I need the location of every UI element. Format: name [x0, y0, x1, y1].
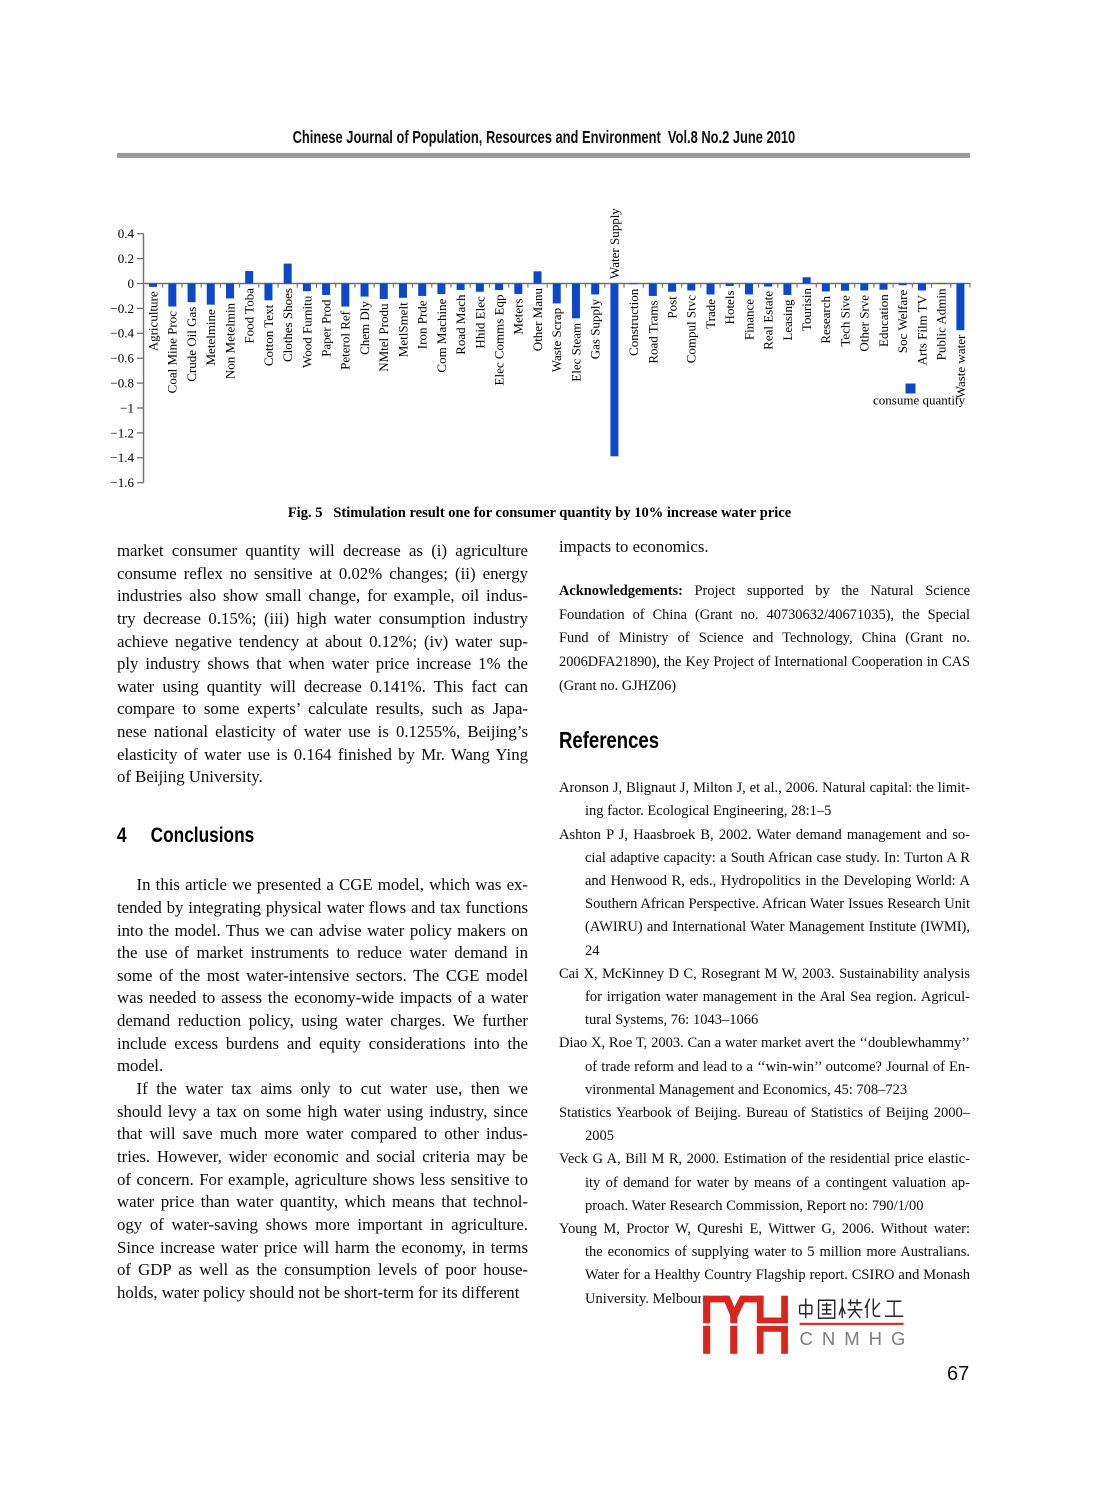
svg-text:Cotton Text: Cotton Text: [261, 304, 276, 366]
svg-text:Education: Education: [876, 294, 891, 347]
svg-text:Peterol Ref: Peterol Ref: [338, 310, 353, 370]
svg-text:Post: Post: [664, 296, 679, 319]
svg-text:Non Metelmin: Non Metelmin: [222, 302, 237, 379]
svg-text:−0.8: −0.8: [110, 376, 134, 391]
svg-text:Waste Scrap: Waste Scrap: [549, 308, 564, 372]
svg-text:Metelmine: Metelmine: [203, 309, 218, 366]
svg-text:Elec Comms Eqp: Elec Comms Eqp: [491, 294, 506, 385]
svg-text:−1: −1: [120, 400, 134, 415]
svg-text:Hhid Elec: Hhid Elec: [472, 296, 487, 349]
svg-text:Water Supply: Water Supply: [607, 208, 622, 279]
svg-text:Research: Research: [818, 295, 833, 343]
svg-text:Real Estate: Real Estate: [761, 291, 776, 350]
svg-text:Tech Sive: Tech Sive: [837, 295, 852, 347]
svg-text:CNMHG: CNMHG: [800, 1328, 915, 1349]
svg-text:Construction: Construction: [626, 288, 641, 356]
svg-text:Hotels: Hotels: [722, 290, 737, 324]
svg-text:Leasing: Leasing: [780, 299, 795, 341]
svg-text:Tourisin: Tourisin: [799, 288, 814, 332]
svg-text:Arts Film TV: Arts Film TV: [914, 294, 929, 365]
svg-text:−0.4: −0.4: [110, 326, 134, 341]
svg-text:Chem Dly: Chem Dly: [357, 301, 372, 355]
svg-text:−0.2: −0.2: [110, 301, 134, 316]
svg-text:Road Mach: Road Mach: [453, 294, 468, 355]
svg-text:−0.6: −0.6: [110, 351, 134, 366]
svg-text:Other Srve: Other Srve: [857, 295, 872, 352]
svg-text:Agriculture: Agriculture: [146, 291, 161, 351]
svg-text:Finance: Finance: [741, 299, 756, 340]
svg-text:Iron Prde: Iron Prde: [415, 300, 430, 349]
svg-text:0: 0: [128, 276, 135, 291]
svg-text:0.4: 0.4: [118, 226, 135, 241]
svg-text:Wood Furnitu: Wood Furnitu: [299, 295, 314, 368]
svg-text:consume quantity: consume quantity: [873, 393, 966, 408]
svg-text:Road Trams: Road Trams: [645, 300, 660, 363]
svg-text:Other Manu: Other Manu: [530, 288, 545, 352]
svg-text:NMtel Produ: NMtel Produ: [376, 303, 391, 372]
svg-text:Meters: Meters: [511, 298, 526, 334]
svg-text:0.2: 0.2: [118, 251, 134, 266]
svg-text:Soc Welfare: Soc Welfare: [895, 290, 910, 354]
svg-text:Paper Prod: Paper Prod: [319, 299, 334, 357]
svg-text:Public Admin: Public Admin: [934, 288, 949, 360]
svg-text:Gas Supply: Gas Supply: [588, 298, 603, 359]
svg-text:Coal Mine Proc: Coal Mine Proc: [165, 311, 180, 394]
svg-text:Clothes Shoes: Clothes Shoes: [280, 288, 295, 362]
svg-text:Com Machine: Com Machine: [434, 298, 449, 372]
svg-text:Crude Oil Gas: Crude Oil Gas: [184, 307, 199, 382]
svg-text:MetlSmelt: MetlSmelt: [395, 302, 410, 357]
svg-text:Waste water: Waste water: [953, 334, 968, 398]
svg-text:Trade: Trade: [703, 299, 718, 329]
svg-text:−1.4: −1.4: [110, 450, 134, 465]
svg-text:Elec Steam: Elec Steam: [568, 323, 583, 382]
svg-text:Food Toba: Food Toba: [242, 288, 257, 344]
svg-text:Compul Stvc: Compul Stvc: [684, 295, 699, 363]
svg-text:−1.2: −1.2: [110, 425, 134, 440]
svg-text:−1.6: −1.6: [110, 475, 134, 490]
